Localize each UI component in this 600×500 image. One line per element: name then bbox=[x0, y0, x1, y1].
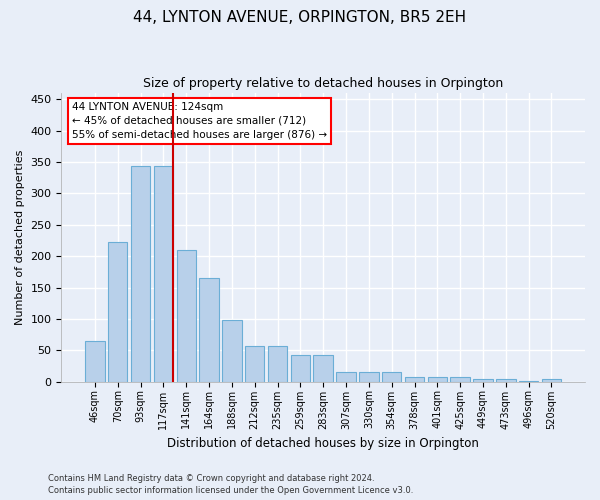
Bar bbox=[428, 378, 447, 382]
X-axis label: Distribution of detached houses by size in Orpington: Distribution of detached houses by size … bbox=[167, 437, 479, 450]
Title: Size of property relative to detached houses in Orpington: Size of property relative to detached ho… bbox=[143, 78, 503, 90]
Bar bbox=[496, 378, 515, 382]
Bar bbox=[313, 356, 333, 382]
Bar bbox=[199, 278, 219, 382]
Bar bbox=[131, 166, 150, 382]
Bar bbox=[542, 379, 561, 382]
Bar bbox=[519, 381, 538, 382]
Bar bbox=[85, 341, 104, 382]
Bar bbox=[451, 378, 470, 382]
Text: Contains HM Land Registry data © Crown copyright and database right 2024.
Contai: Contains HM Land Registry data © Crown c… bbox=[48, 474, 413, 495]
Bar bbox=[382, 372, 401, 382]
Bar bbox=[290, 356, 310, 382]
Bar bbox=[337, 372, 356, 382]
Bar bbox=[405, 376, 424, 382]
Bar bbox=[176, 250, 196, 382]
Bar bbox=[154, 166, 173, 382]
Bar bbox=[245, 346, 265, 382]
Text: 44, LYNTON AVENUE, ORPINGTON, BR5 2EH: 44, LYNTON AVENUE, ORPINGTON, BR5 2EH bbox=[133, 10, 467, 25]
Bar bbox=[268, 346, 287, 382]
Y-axis label: Number of detached properties: Number of detached properties bbox=[15, 150, 25, 325]
Bar bbox=[473, 378, 493, 382]
Bar bbox=[359, 372, 379, 382]
Bar bbox=[222, 320, 242, 382]
Bar bbox=[108, 242, 127, 382]
Text: 44 LYNTON AVENUE: 124sqm
← 45% of detached houses are smaller (712)
55% of semi-: 44 LYNTON AVENUE: 124sqm ← 45% of detach… bbox=[72, 102, 327, 140]
